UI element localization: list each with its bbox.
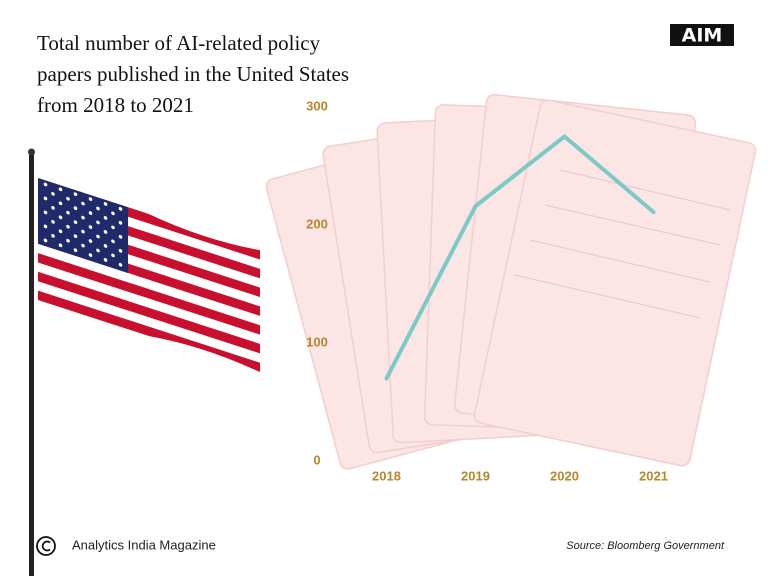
star — [73, 248, 78, 253]
x-tick-label: 2019 — [461, 468, 490, 483]
star — [103, 244, 108, 248]
star — [103, 202, 108, 206]
star — [66, 224, 70, 229]
y-tick-label: 0 — [313, 452, 320, 467]
star — [73, 192, 78, 197]
star — [73, 220, 78, 225]
chart-title: Total number of AI-related policy papers… — [37, 31, 350, 117]
line — [384, 134, 656, 381]
y-tick-label: 100 — [306, 334, 328, 349]
star — [96, 206, 100, 211]
star — [81, 243, 85, 248]
star — [118, 220, 123, 225]
star — [81, 215, 85, 220]
star — [88, 239, 93, 243]
logo: AIM — [670, 24, 734, 47]
copyright-icon — [36, 536, 56, 556]
y-tick-label: 200 — [306, 216, 328, 231]
paper-stack — [265, 93, 757, 470]
star — [103, 230, 108, 234]
x-tick-label: 2021 — [639, 468, 668, 483]
star — [66, 238, 70, 243]
star — [96, 220, 100, 225]
star — [58, 243, 63, 248]
y-tick-label: 300 — [306, 98, 328, 113]
star — [51, 219, 55, 224]
x-tick-label: 2020 — [550, 468, 579, 483]
x-tick-label: 2018 — [372, 468, 401, 483]
star — [118, 206, 123, 211]
star — [51, 191, 55, 196]
star — [111, 211, 115, 216]
star — [58, 201, 63, 206]
star — [73, 234, 78, 239]
star — [43, 238, 48, 243]
star — [118, 234, 123, 239]
star — [51, 233, 55, 238]
paper-lines — [514, 169, 731, 319]
star — [81, 201, 85, 206]
star — [103, 258, 108, 262]
star — [88, 197, 93, 201]
source: Source: Bloomberg Government — [566, 540, 725, 552]
star — [88, 211, 93, 215]
star — [103, 216, 108, 220]
star — [118, 248, 123, 253]
star — [73, 206, 78, 211]
star — [58, 187, 63, 192]
star — [96, 248, 100, 253]
star — [88, 253, 93, 257]
star — [111, 239, 115, 244]
star — [111, 225, 115, 230]
us-flag — [38, 177, 260, 373]
star — [43, 224, 48, 229]
star — [111, 253, 115, 258]
logo-text: AIM — [682, 25, 723, 47]
star — [43, 196, 48, 201]
star — [96, 234, 100, 239]
star — [88, 225, 93, 229]
star — [81, 229, 85, 234]
flag-pole — [28, 148, 35, 576]
star — [43, 210, 48, 215]
star — [58, 229, 63, 234]
publisher: Analytics India Magazine — [72, 537, 216, 552]
star — [51, 205, 55, 210]
star — [66, 196, 70, 201]
star — [118, 262, 123, 267]
star — [43, 182, 48, 187]
star — [66, 210, 70, 215]
star — [58, 215, 63, 220]
